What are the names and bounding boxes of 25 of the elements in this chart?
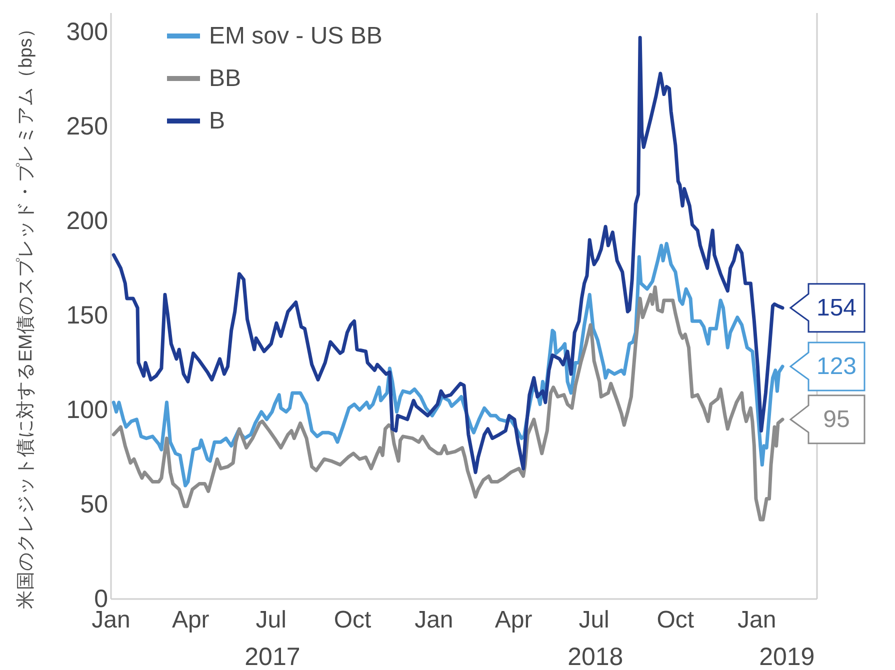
y-tick-label: 200 [66,206,108,235]
x-tick-label: Jul [256,606,286,634]
y-tick-label: 300 [66,18,108,46]
x-tick-label: Oct [656,606,694,634]
data-label: 95 [823,406,850,433]
data-label: 123 [816,352,857,380]
x-tick-label: Jan [92,606,130,634]
year-label: 2019 [759,643,815,670]
y-tick-label: 250 [66,112,108,140]
year-label: 2018 [568,643,624,670]
x-tick-label: Jan [414,606,454,634]
x-tick-label: Jul [578,606,610,634]
legend-label: BB [209,65,242,92]
legend-label: B [209,108,226,134]
x-tick-label: Apr [494,606,532,634]
legend-label: EM sov - US BB [209,22,382,50]
y-tick-label: 100 [66,396,108,424]
x-tick-label: Apr [172,606,210,634]
y-axis-title: 米国のクレジット債に対するEM債のスプレッド・プレミアム（bps） [14,19,36,609]
y-tick-label: 50 [80,490,108,518]
y-tick-label: 150 [66,301,108,330]
data-label: 154 [816,294,857,322]
x-tick-label: Oct [334,606,372,634]
year-label: 2017 [244,643,300,670]
x-tick-label: Jan [737,606,776,634]
